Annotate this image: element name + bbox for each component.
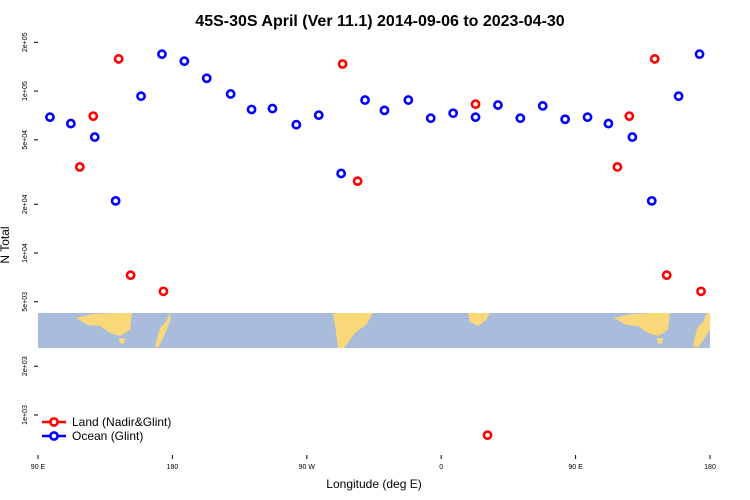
point — [74, 162, 85, 172]
point — [45, 112, 55, 123]
map-land — [468, 313, 490, 326]
point — [470, 99, 481, 110]
point — [136, 91, 146, 102]
legend-label: Land (Nadir&Glint) — [72, 415, 171, 429]
x-axis-label: Longitude (deg E) — [326, 477, 421, 491]
point — [482, 430, 493, 441]
point — [337, 59, 348, 69]
point — [267, 103, 278, 114]
point — [246, 104, 257, 115]
y-tick-label: 2e+03 — [22, 356, 29, 376]
y-tick-label: 1e+04 — [22, 243, 29, 263]
map-land — [119, 338, 125, 344]
point — [201, 73, 212, 84]
point — [448, 108, 459, 119]
point — [646, 195, 657, 206]
y-tick-label: 2e+05 — [22, 32, 29, 52]
point — [537, 101, 548, 111]
point — [113, 54, 124, 64]
x-tick-label: 90 W — [299, 464, 316, 471]
point — [673, 91, 684, 102]
point — [110, 195, 121, 206]
point — [603, 118, 614, 129]
map-land — [614, 313, 670, 336]
point — [582, 112, 593, 123]
map-land — [693, 313, 710, 348]
point — [291, 119, 302, 130]
y-tick-label: 2e+04 — [22, 194, 29, 214]
x-tick-label: 180 — [704, 464, 716, 471]
point — [470, 112, 481, 123]
point — [352, 176, 363, 187]
point — [694, 49, 705, 60]
map-land — [76, 313, 132, 336]
point — [661, 270, 672, 281]
map-land — [657, 338, 663, 344]
point — [313, 110, 324, 121]
point — [89, 132, 100, 142]
point — [379, 105, 390, 116]
x-tick-label: 90 E — [568, 464, 583, 471]
x-tick-label: 0 — [439, 464, 443, 471]
point — [360, 95, 370, 105]
point — [425, 113, 436, 124]
point — [125, 270, 136, 281]
point — [627, 132, 638, 142]
legend-marker — [49, 417, 59, 427]
legend-label: Ocean (Glint) — [72, 429, 143, 443]
map-band — [38, 313, 710, 348]
point — [225, 89, 236, 99]
map-ocean — [38, 313, 710, 348]
point — [515, 113, 526, 124]
map-land — [333, 313, 373, 348]
x-tick-label: 90 E — [31, 464, 46, 471]
y-axis-label: N Total — [0, 226, 12, 263]
chart-title: 45S-30S April (Ver 11.1) 2014-09-06 to 2… — [195, 13, 565, 30]
point — [179, 56, 190, 67]
point — [158, 286, 169, 297]
x-tick-label: 180 — [167, 464, 179, 471]
point — [493, 100, 503, 110]
y-tick-label: 5e+04 — [22, 130, 29, 150]
point — [336, 168, 347, 179]
y-tick-label: 1e+03 — [22, 405, 29, 425]
point — [65, 118, 76, 129]
point — [157, 49, 167, 60]
point — [649, 54, 660, 64]
y-tick-label: 1e+05 — [22, 81, 29, 101]
point — [88, 111, 99, 122]
point — [612, 162, 623, 172]
map-land — [155, 313, 171, 348]
point — [403, 95, 414, 105]
point — [560, 114, 571, 125]
y-tick-label: 5e+03 — [22, 292, 29, 312]
legend-marker — [49, 431, 59, 441]
point — [696, 286, 706, 297]
point — [624, 111, 635, 122]
